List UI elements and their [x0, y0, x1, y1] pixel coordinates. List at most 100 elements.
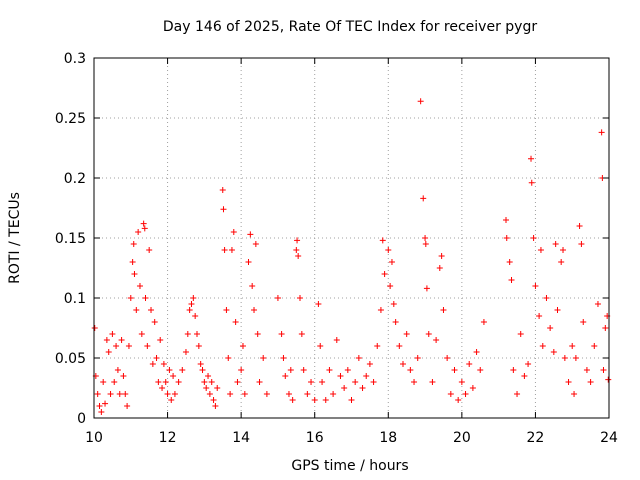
- data-point: [184, 331, 191, 337]
- data-point: [219, 187, 226, 193]
- data-point: [210, 397, 217, 403]
- data-point: [348, 397, 355, 403]
- data-point: [96, 403, 103, 409]
- data-point: [572, 355, 579, 361]
- data-point: [135, 229, 142, 235]
- data-point: [359, 385, 366, 391]
- data-point: [162, 379, 169, 385]
- data-point: [295, 253, 302, 259]
- data-point: [127, 295, 134, 301]
- data-point: [547, 325, 554, 331]
- data-point: [256, 379, 263, 385]
- data-point: [179, 367, 186, 373]
- data-point: [168, 397, 175, 403]
- data-point: [576, 223, 583, 229]
- data-point: [285, 391, 292, 397]
- data-point: [508, 277, 515, 283]
- data-point: [602, 325, 609, 331]
- data-point: [239, 343, 246, 349]
- data-point: [146, 247, 153, 253]
- data-point: [583, 367, 590, 373]
- data-point: [300, 367, 307, 373]
- y-tick-label: 0.15: [55, 231, 86, 247]
- data-point: [392, 319, 399, 325]
- data-point: [537, 247, 544, 253]
- data-point: [214, 385, 221, 391]
- data-point: [451, 367, 458, 373]
- data-point: [294, 237, 301, 244]
- y-tick-label: 0.05: [55, 351, 86, 367]
- data-point: [385, 247, 392, 253]
- data-point: [298, 331, 305, 337]
- data-point: [175, 379, 182, 385]
- data-point: [528, 155, 535, 162]
- data-point: [160, 361, 167, 367]
- data-point: [466, 361, 473, 367]
- data-point: [111, 379, 118, 385]
- data-point: [131, 271, 138, 277]
- data-point: [530, 235, 537, 241]
- data-point: [311, 397, 318, 403]
- data-point: [197, 361, 204, 367]
- data-point: [315, 301, 322, 307]
- data-point: [462, 391, 469, 397]
- data-point: [565, 379, 572, 385]
- data-point: [525, 361, 532, 367]
- data-point: [221, 247, 228, 253]
- data-point: [124, 403, 131, 409]
- data-point: [274, 295, 281, 301]
- data-point: [199, 367, 206, 373]
- data-point: [241, 391, 248, 397]
- data-point: [254, 331, 261, 337]
- data-point: [560, 247, 567, 253]
- y-tick-label: 0.3: [64, 51, 86, 67]
- data-point: [411, 379, 418, 385]
- data-point: [282, 373, 289, 379]
- data-point: [100, 379, 107, 385]
- x-tick-label: 20: [453, 430, 471, 446]
- data-point: [319, 379, 326, 385]
- data-point: [552, 241, 559, 247]
- data-point: [403, 331, 410, 337]
- plot-frame: [93, 57, 610, 419]
- data-point: [142, 295, 149, 301]
- data-point: [598, 129, 605, 136]
- data-point: [186, 307, 193, 313]
- data-point: [387, 283, 394, 289]
- data-point: [578, 241, 585, 247]
- data-point: [91, 325, 98, 331]
- data-point: [444, 355, 451, 361]
- data-point: [136, 283, 143, 289]
- data-point: [417, 98, 424, 105]
- data-point: [447, 391, 454, 397]
- data-point: [528, 179, 535, 186]
- data-point: [433, 337, 440, 343]
- data-point: [138, 331, 145, 337]
- data-point: [234, 379, 241, 385]
- data-point: [297, 295, 303, 301]
- data-point: [223, 307, 230, 313]
- y-tick-label: 0: [77, 411, 86, 427]
- data-point: [532, 283, 539, 289]
- data-point: [206, 391, 213, 397]
- data-point: [536, 313, 543, 319]
- data-point: [247, 231, 254, 238]
- data-point: [245, 259, 252, 265]
- data-point: [188, 301, 195, 307]
- data-point: [352, 379, 359, 385]
- data-point: [118, 337, 125, 343]
- data-point: [125, 343, 132, 349]
- data-point: [600, 367, 607, 373]
- data-point: [182, 349, 189, 355]
- data-point: [192, 313, 199, 319]
- data-point: [151, 319, 158, 325]
- x-tick-label: 22: [527, 430, 545, 446]
- data-point: [587, 379, 594, 385]
- data-point: [114, 367, 121, 373]
- data-point: [116, 391, 123, 397]
- x-tick-label: 24: [600, 430, 618, 446]
- data-point: [503, 217, 509, 223]
- data-point: [455, 397, 462, 403]
- data-point: [414, 355, 421, 361]
- data-point: [337, 373, 344, 379]
